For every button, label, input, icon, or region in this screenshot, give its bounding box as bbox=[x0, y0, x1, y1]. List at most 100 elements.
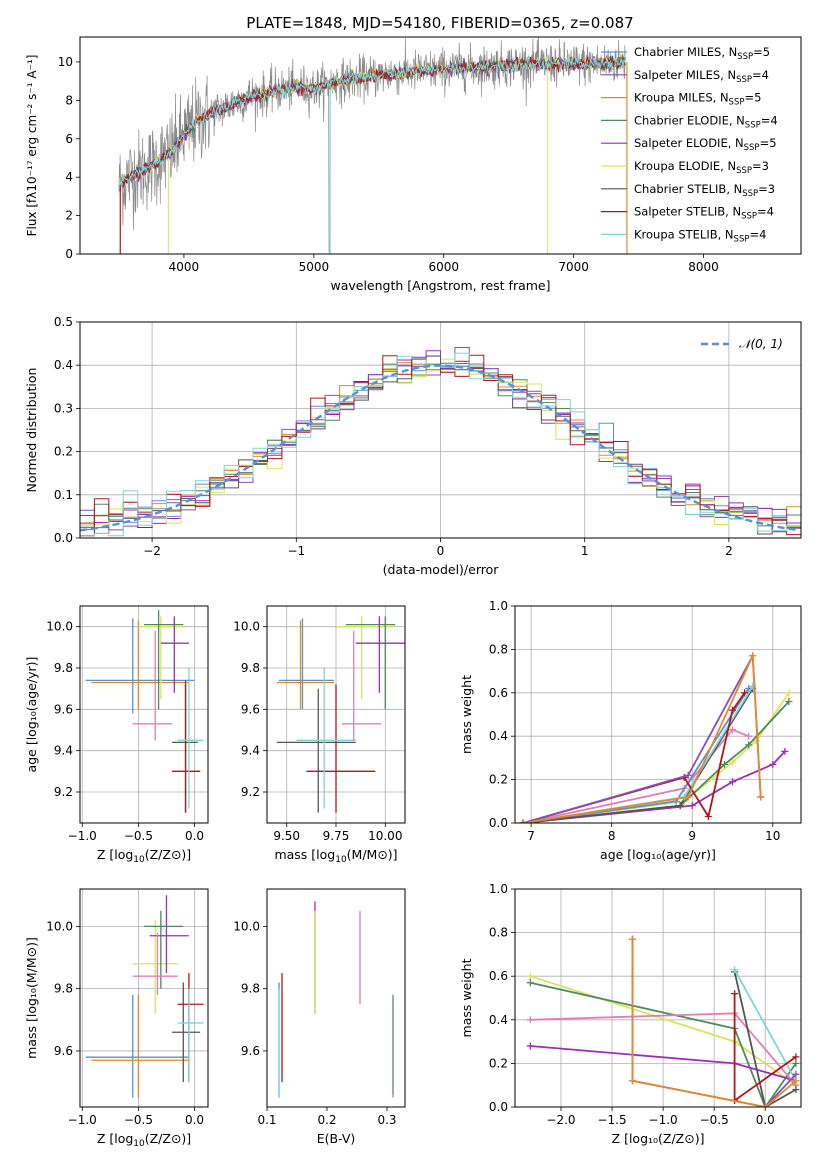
weight-line bbox=[522, 692, 746, 823]
x-axis-label-tail: (Z/Z⊙)] bbox=[145, 1131, 191, 1146]
y-tick-label: 0.2 bbox=[489, 773, 508, 787]
y-tick-label: 10.0 bbox=[46, 620, 73, 634]
weight-marker bbox=[781, 747, 789, 755]
y-tick-label: 9.8 bbox=[54, 661, 73, 675]
weight-marker bbox=[745, 741, 753, 749]
x-tick-label: 4000 bbox=[169, 260, 200, 274]
legend-entry: Salpeter STELIB, NSSP=4 bbox=[634, 205, 774, 222]
spectrum-model-line bbox=[118, 56, 626, 191]
y-tick-label: 9.6 bbox=[54, 1044, 73, 1058]
legend-label: Salpeter STELIB, N bbox=[634, 205, 741, 219]
legend-subscript: SSP bbox=[736, 75, 752, 85]
residual-histogram bbox=[80, 355, 801, 535]
x-tick-label: −0.5 bbox=[124, 1113, 153, 1127]
plot-area-age_vs_mass bbox=[276, 616, 405, 813]
x-tick-label: 7000 bbox=[558, 260, 589, 274]
weight-marker bbox=[731, 966, 739, 974]
weight-marker bbox=[628, 935, 636, 943]
y-tick-label: 9.4 bbox=[54, 744, 73, 758]
errorbar-point bbox=[276, 620, 335, 710]
y-tick-label: 10 bbox=[58, 55, 73, 69]
y-tick-label: 9.2 bbox=[54, 785, 73, 799]
y-tick-label: 9.8 bbox=[54, 982, 73, 996]
legend-entry: Kroupa STELIB, NSSP=4 bbox=[634, 227, 766, 244]
weight-line bbox=[733, 971, 797, 1107]
plot-area-mass_vs_Z bbox=[85, 895, 204, 1098]
y-tick-label: 6 bbox=[65, 132, 73, 146]
axes-frame bbox=[79, 605, 209, 824]
errorbar-point bbox=[132, 920, 178, 1014]
x-axis-label: wavelength [Angstrom, rest frame] bbox=[330, 278, 550, 293]
legend-count: =4 bbox=[761, 113, 778, 127]
errorbar-point bbox=[144, 910, 184, 989]
axes-frame bbox=[79, 888, 209, 1108]
x-tick-label: 0.1 bbox=[257, 1113, 276, 1127]
legend-label: Kroupa STELIB, N bbox=[634, 227, 734, 241]
errorbar-point bbox=[177, 668, 204, 809]
y-tick-label: 0.6 bbox=[489, 686, 508, 700]
weight-marker bbox=[519, 819, 527, 823]
y-tick-label: 4 bbox=[65, 170, 73, 184]
y-tick-label: 0.5 bbox=[54, 315, 73, 329]
errorbar-point bbox=[355, 616, 405, 693]
y-tick-label: 9.8 bbox=[241, 982, 260, 996]
errorbar-point bbox=[85, 994, 189, 1098]
y-tick-label: 1.0 bbox=[489, 599, 508, 613]
errorbar-point bbox=[144, 610, 184, 710]
errorbar-point bbox=[172, 982, 201, 1083]
weight-marker bbox=[731, 990, 739, 998]
y-axis-label: Normed distribution bbox=[24, 368, 39, 493]
weight-series bbox=[519, 652, 765, 823]
axes-frame bbox=[79, 36, 802, 255]
x-tick-label: −2.0 bbox=[546, 1113, 575, 1127]
x-axis-label-main: Z [log bbox=[97, 1131, 133, 1146]
y-tick-label: 9.8 bbox=[241, 661, 260, 675]
y-tick-label: 0.0 bbox=[489, 816, 508, 830]
x-axis-label: Z [log10(Z/Z⊙)] bbox=[97, 1131, 191, 1149]
y-tick-label: 2 bbox=[65, 209, 73, 223]
legend-entry: Chabrier ELODIE, NSSP=4 bbox=[634, 113, 778, 130]
x-tick-label: −0.5 bbox=[700, 1113, 729, 1127]
figure-title: PLATE=1848, MJD=54180, FIBERID=0365, z=0… bbox=[246, 14, 633, 32]
x-tick-label: −1.5 bbox=[597, 1113, 626, 1127]
legend-subscript: SSP bbox=[734, 234, 750, 244]
legend-subscript: SSP bbox=[737, 52, 753, 62]
y-tick-label: 0.4 bbox=[489, 729, 508, 743]
panel-mass_vs_EBV: 0.1 0.2 0.3 9.6 9.8 10.0 E(B-V) bbox=[233, 888, 406, 1146]
x-tick-label: −1 bbox=[287, 544, 305, 558]
weight-series bbox=[519, 689, 793, 823]
y-tick-label: 0.8 bbox=[489, 642, 508, 656]
weight-line bbox=[522, 685, 754, 823]
x-axis-label: mass [log10(M/M⊙)] bbox=[274, 847, 397, 865]
weight-marker bbox=[757, 793, 765, 801]
y-tick-label: 9.6 bbox=[241, 702, 260, 716]
weight-marker bbox=[526, 1016, 534, 1024]
weight-line bbox=[522, 688, 750, 823]
x-axis-label-main: mass [log bbox=[274, 847, 335, 862]
y-tick-label: 0.0 bbox=[54, 531, 73, 545]
x-axis-label-tail: (Z/Z⊙)] bbox=[145, 847, 191, 862]
panel-mass_vs_Z: −1.0 −0.5 0.0 9.6 9.8 10.0 Z [log10(Z/Z⊙)] mass… bbox=[24, 888, 209, 1149]
plot-area-age_vs_Z bbox=[85, 610, 204, 813]
errorbar-point bbox=[132, 630, 173, 741]
weight-marker bbox=[526, 979, 534, 987]
normal-curve bbox=[80, 364, 799, 532]
legend-entry: Kroupa ELODIE, NSSP=3 bbox=[634, 159, 769, 176]
y-tick-label: 0.0 bbox=[489, 1100, 508, 1114]
weight-marker bbox=[769, 760, 777, 768]
x-axis-label: (data-model)/error bbox=[383, 562, 500, 577]
y-tick-label: 0 bbox=[65, 247, 73, 261]
weight-line bbox=[631, 939, 797, 1107]
legend-label: Chabrier MILES, N bbox=[634, 45, 737, 59]
legend-label: Salpeter MILES, N bbox=[634, 68, 736, 82]
weight-marker bbox=[792, 1059, 800, 1067]
y-tick-label: 9.4 bbox=[241, 744, 260, 758]
y-tick-label: 0.4 bbox=[489, 1013, 508, 1027]
y-axis-label: mass weight bbox=[459, 958, 474, 1037]
weight-series bbox=[519, 697, 793, 823]
legend-count: =3 bbox=[758, 182, 775, 196]
y-tick-label: 0.6 bbox=[489, 969, 508, 983]
